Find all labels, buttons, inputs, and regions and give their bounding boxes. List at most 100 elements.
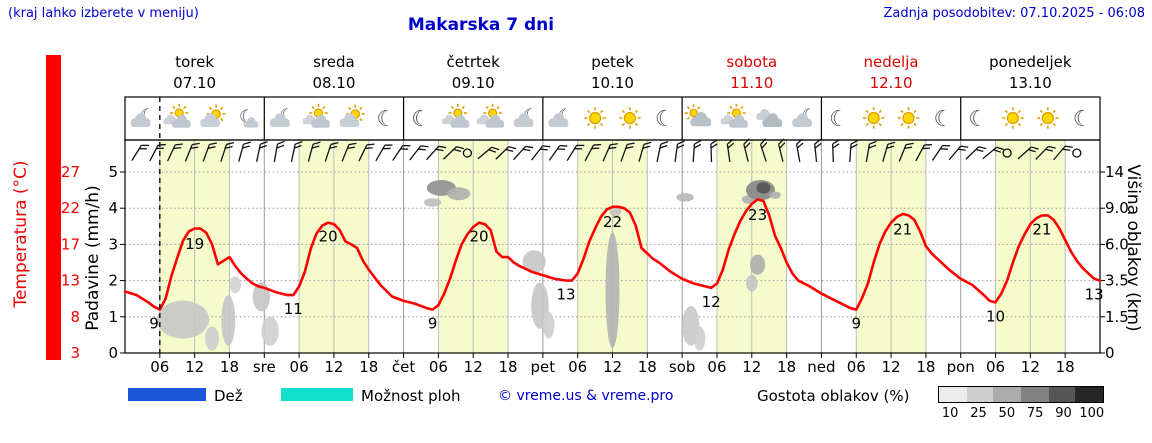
wind-barb <box>495 146 517 160</box>
day-name: četrtek <box>446 53 500 71</box>
svg-text:0: 0 <box>1105 344 1115 362</box>
svg-text:13: 13 <box>1085 286 1104 304</box>
wind-barb <box>307 141 321 162</box>
weather-icon-moon: ☾ <box>1073 107 1093 132</box>
weather-icon-sun-cloud <box>200 104 226 127</box>
day-date: 12.10 <box>869 74 913 92</box>
day-date: 11.10 <box>730 74 774 92</box>
svg-text:13: 13 <box>61 272 80 290</box>
wind-barb <box>531 145 551 161</box>
wind-barb <box>202 142 217 162</box>
wind-barb <box>710 139 718 163</box>
wind-barb <box>409 145 429 161</box>
wind-barb <box>566 144 585 161</box>
svg-text:18: 18 <box>1056 358 1075 376</box>
svg-text:0: 0 <box>108 344 118 362</box>
density-tick-label: 25 <box>970 406 987 421</box>
density-tick-label: 100 <box>1079 406 1105 421</box>
svg-text:12: 12 <box>324 358 343 376</box>
wind-barb <box>898 142 914 162</box>
svg-text:1.5: 1.5 <box>1105 308 1129 326</box>
weather-icons-row: ☾ ☾ ☾ ☾ ☾ ☾ ☾ ☾ ☾ ☾ ☾ ☾ ☾ <box>130 103 1093 132</box>
svg-text:06: 06 <box>986 358 1005 376</box>
day-header-petek: petek 10.10 <box>543 52 683 94</box>
day-date: 08.10 <box>312 74 356 92</box>
svg-text:23: 23 <box>748 206 767 224</box>
showers-legend-swatch <box>281 388 353 401</box>
cloud-density-legend-label: Gostota oblakov (%) <box>757 387 910 405</box>
wind-barb <box>931 144 951 161</box>
svg-text:19: 19 <box>185 235 204 253</box>
wind-barb <box>832 139 840 163</box>
wind-barb <box>814 138 822 163</box>
wind-barb <box>131 144 150 161</box>
svg-text:22: 22 <box>603 213 622 231</box>
svg-text:21: 21 <box>1032 220 1051 238</box>
wind-barb <box>220 142 235 162</box>
day-header-ponedeljek: ponedeljek 13.10 <box>960 52 1100 94</box>
cloud-tick-labels: 14 9.0 6.0 3.5 1.5 0 <box>1105 163 1129 362</box>
weather-icon-clouds <box>756 108 783 127</box>
svg-text:☾: ☾ <box>968 107 988 132</box>
wind-barb <box>865 140 877 162</box>
density-tick-label: 90 <box>1055 406 1072 421</box>
wind-barb <box>149 143 166 162</box>
menu-hint-text: (kraj lahko izberete v meniju) <box>8 6 199 21</box>
day-header-četrtek: četrtek 09.10 <box>403 52 543 94</box>
cloud-density-gradient-bar <box>938 386 1104 403</box>
svg-text:3: 3 <box>70 344 80 362</box>
svg-text:06: 06 <box>847 358 866 376</box>
weather-icon-sun <box>1002 107 1024 129</box>
weather-icon-sun-clouds <box>476 103 505 128</box>
day-name: nedelja <box>863 53 919 71</box>
wind-barb <box>882 141 896 162</box>
day-date: 09.10 <box>451 74 495 92</box>
day-name: sreda <box>313 53 355 71</box>
weather-icon-moon: ☾ <box>376 107 396 132</box>
temperature-axis-color-bar <box>46 55 61 360</box>
wind-barb <box>426 145 447 161</box>
svg-text:18: 18 <box>777 358 796 376</box>
weather-icon-sun-clouds <box>441 103 470 128</box>
wind-barb <box>1002 148 1012 158</box>
wind-barb <box>324 142 339 162</box>
svg-text:18: 18 <box>498 358 517 376</box>
weather-icon-cloud-moon: ☾ <box>269 105 294 127</box>
day-date: 07.10 <box>173 74 217 92</box>
density-tick-label: 75 <box>1026 406 1044 421</box>
svg-text:06: 06 <box>707 358 726 376</box>
day-name: torek <box>175 53 215 71</box>
svg-text:14: 14 <box>1105 163 1124 181</box>
svg-text:17: 17 <box>61 235 80 253</box>
showers-legend-label: Možnost ploh <box>361 387 461 405</box>
wind-barb <box>273 140 285 162</box>
copyright-link[interactable]: © vreme.us & vreme.pro <box>498 388 674 404</box>
svg-text:☾: ☾ <box>376 107 396 132</box>
rain-legend-swatch <box>128 388 206 401</box>
svg-text:9: 9 <box>851 315 861 333</box>
wind-barb <box>1035 145 1056 160</box>
wind-barb <box>674 140 685 163</box>
rain-legend-label: Dež <box>214 387 243 405</box>
density-tick-label: 10 <box>941 406 959 421</box>
weather-icon-moon: ☾ <box>655 107 675 132</box>
svg-text:5: 5 <box>108 163 118 181</box>
svg-text:12: 12 <box>882 358 901 376</box>
wind-barb <box>777 138 786 162</box>
svg-text:18: 18 <box>220 358 239 376</box>
wind-barb <box>462 148 473 158</box>
wind-barb <box>255 141 268 162</box>
svg-text:22: 22 <box>61 199 80 217</box>
day-date: 10.10 <box>591 74 634 92</box>
temperature-line <box>123 198 1102 311</box>
svg-text:27: 27 <box>61 163 80 181</box>
wind-barbs <box>131 138 1082 163</box>
day-header-sreda: sreda 08.10 <box>264 52 404 94</box>
svg-text:☾: ☾ <box>829 107 849 132</box>
weather-icon-moon: ☾ <box>411 107 431 132</box>
wind-barb <box>1072 148 1082 158</box>
temperature-extrema-labels: 9 19 11 20 9 20 13 22 12 23 9 21 10 21 13 <box>149 206 1103 333</box>
svg-text:1: 1 <box>108 308 118 326</box>
wind-barb <box>638 141 652 162</box>
